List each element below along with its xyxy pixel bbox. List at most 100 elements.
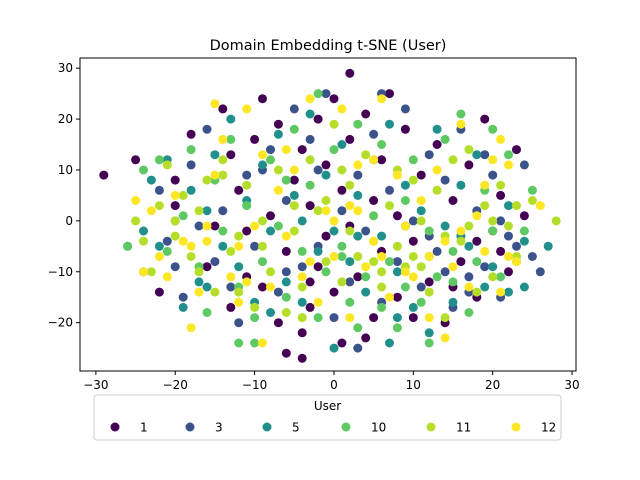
- data-point-user-3: [369, 129, 379, 139]
- data-point-user-11: [250, 302, 260, 312]
- data-point-user-3: [392, 257, 402, 267]
- data-point-user-10: [218, 226, 228, 236]
- data-point-user-12: [266, 282, 275, 292]
- data-point-user-5: [273, 129, 283, 139]
- data-point-user-3: [281, 267, 291, 277]
- data-point-user-12: [440, 236, 450, 246]
- data-point-user-3: [361, 226, 371, 236]
- data-point-user-12: [353, 206, 363, 216]
- data-point-user-11: [488, 272, 498, 282]
- data-point-user-11: [432, 185, 442, 195]
- data-point-user-12: [496, 134, 506, 144]
- data-point-user-11: [281, 308, 291, 317]
- data-point-user-10: [448, 277, 458, 287]
- data-point-user-3: [250, 241, 260, 251]
- data-point-user-12: [170, 190, 180, 200]
- data-point-user-5: [448, 297, 458, 307]
- x-tick-label: 0: [330, 378, 338, 392]
- data-point-user-12: [234, 241, 244, 251]
- data-point-user-3: [194, 221, 204, 231]
- data-point-user-11: [131, 216, 141, 226]
- data-point-user-10: [281, 292, 291, 302]
- data-point-user-10: [202, 308, 212, 317]
- data-point-user-5: [305, 109, 315, 119]
- legend-marker-user-3: [185, 422, 195, 432]
- data-point-user-10: [400, 282, 410, 292]
- data-point-user-5: [234, 262, 244, 272]
- data-point-user-11: [377, 282, 387, 292]
- legend-label-user-3: 3: [215, 421, 223, 435]
- data-point-user-1: [504, 267, 513, 277]
- data-point-user-11: [297, 282, 307, 292]
- data-point-user-12: [456, 226, 466, 236]
- data-point-user-12: [242, 277, 252, 287]
- data-point-user-11: [154, 201, 164, 211]
- data-point-user-1: [408, 313, 418, 323]
- data-point-user-3: [186, 160, 196, 170]
- data-point-user-12: [305, 94, 315, 104]
- data-point-user-12: [194, 287, 204, 297]
- data-point-user-1: [226, 150, 236, 160]
- data-point-user-1: [400, 124, 410, 134]
- data-point-user-10: [226, 134, 236, 144]
- data-point-user-5: [353, 190, 363, 200]
- data-point-user-12: [289, 165, 299, 175]
- data-point-user-10: [250, 338, 260, 348]
- data-point-user-5: [210, 150, 220, 160]
- data-point-user-1: [329, 287, 339, 297]
- data-point-user-10: [281, 175, 291, 185]
- data-point-user-1: [313, 262, 323, 272]
- data-point-user-3: [305, 134, 315, 144]
- data-point-user-3: [496, 216, 506, 226]
- data-point-user-1: [234, 185, 244, 195]
- data-point-user-3: [480, 262, 490, 272]
- data-point-user-10: [297, 246, 307, 256]
- data-point-user-10: [424, 338, 434, 348]
- data-point-user-11: [496, 180, 506, 190]
- data-point-user-11: [194, 267, 204, 277]
- data-point-user-1: [305, 302, 315, 312]
- data-point-user-3: [313, 165, 323, 175]
- data-point-user-1: [210, 221, 220, 231]
- data-point-user-5: [456, 180, 466, 190]
- data-point-user-10: [519, 226, 529, 236]
- data-point-user-1: [258, 94, 267, 104]
- data-point-user-11: [424, 287, 434, 297]
- data-point-user-1: [170, 175, 180, 185]
- data-point-user-5: [361, 287, 371, 297]
- data-point-user-12: [400, 221, 410, 231]
- data-point-user-11: [313, 206, 323, 216]
- data-point-user-1: [329, 94, 339, 104]
- data-point-user-5: [178, 302, 188, 312]
- data-point-user-12: [281, 145, 291, 155]
- data-point-user-11: [337, 277, 347, 287]
- data-point-user-5: [258, 160, 267, 170]
- data-point-user-12: [456, 119, 466, 129]
- data-point-user-11: [258, 216, 267, 226]
- data-point-user-3: [242, 170, 252, 180]
- data-point-user-12: [480, 246, 490, 256]
- data-point-user-12: [321, 206, 331, 216]
- data-point-user-5: [432, 124, 442, 134]
- y-tick-label: 30: [58, 61, 73, 75]
- data-point-user-5: [337, 140, 347, 149]
- data-point-user-3: [488, 170, 498, 180]
- data-point-user-11: [353, 252, 363, 261]
- data-point-user-12: [186, 323, 196, 333]
- data-point-user-10: [345, 297, 355, 307]
- data-point-user-12: [250, 221, 260, 231]
- data-point-user-12: [154, 252, 164, 261]
- data-point-user-1: [392, 292, 402, 302]
- data-point-user-11: [408, 175, 418, 185]
- x-tick-label: 30: [564, 378, 579, 392]
- data-point-user-12: [258, 150, 267, 160]
- data-point-user-3: [385, 185, 394, 195]
- data-point-user-10: [123, 241, 133, 251]
- data-point-user-1: [273, 119, 283, 129]
- data-point-user-12: [504, 252, 513, 261]
- data-point-user-12: [535, 201, 545, 211]
- legend: User 1 3 5 10 11 12: [93, 394, 562, 441]
- data-point-user-3: [289, 104, 299, 114]
- data-point-user-11: [234, 231, 244, 241]
- data-point-user-1: [297, 145, 307, 155]
